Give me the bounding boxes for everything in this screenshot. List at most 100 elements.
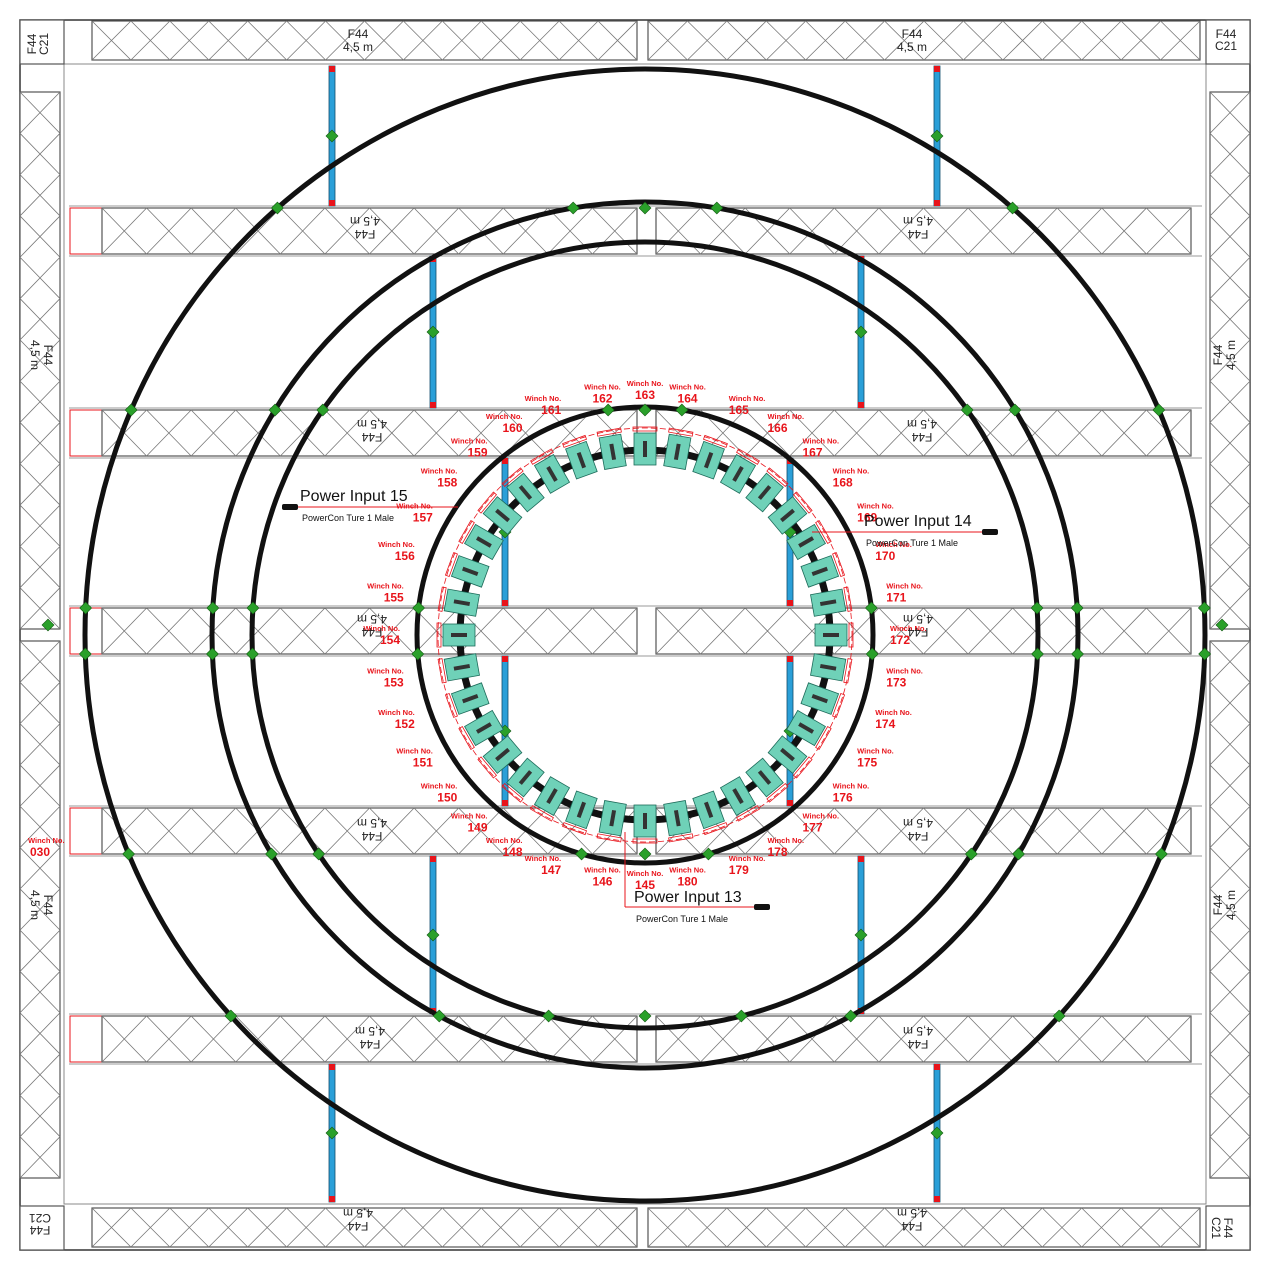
winch-label-prefix: Winch No. (627, 379, 664, 388)
truss-end-plate (69, 807, 103, 855)
winch-bracket (477, 491, 498, 514)
winch-bracket (632, 838, 658, 844)
winch-label-prefix: Winch No. (875, 708, 912, 717)
hanger-end (787, 800, 793, 806)
corner-label-truss: F44 (1221, 1218, 1235, 1239)
truss-clamp (864, 601, 878, 615)
winch-motor (643, 441, 647, 457)
hanger-end (430, 402, 436, 408)
truss-label-length: 4,5 m (897, 40, 927, 54)
winch-label-number: 177 (802, 821, 822, 835)
truss-lacing (655, 409, 1192, 457)
winch-motor (757, 770, 772, 785)
truss-lacing (647, 1207, 1201, 1248)
winch-label-prefix: Winch No. (421, 781, 458, 790)
truss-clamp (638, 201, 652, 215)
winch-label-number: 158 (437, 476, 457, 490)
winch-bracket (848, 622, 854, 648)
truss-lacing (91, 1207, 638, 1248)
corner-block (19, 1205, 65, 1251)
winch-label-number: 168 (833, 476, 853, 490)
hanger-end (502, 600, 508, 606)
winch-label-number: 166 (768, 421, 788, 435)
truss-right-bottom (1209, 640, 1251, 1179)
circular-trusses (82, 66, 1208, 1204)
hanger-end (934, 1196, 940, 1202)
winch-label-prefix: Winch No. (768, 836, 805, 845)
winch-bracket (736, 805, 760, 822)
winch-label-prefix: Winch No. (627, 869, 664, 878)
winch-label-prefix: Winch No. (857, 747, 894, 756)
truss-clamp (964, 847, 978, 861)
winch-unit (477, 735, 523, 779)
winch-bracket (530, 805, 554, 822)
corner-label-corner: C21 (37, 33, 51, 55)
winch-label-prefix: Winch No. (396, 747, 433, 756)
truss-bottom-right (647, 1207, 1201, 1248)
truss-clamp (224, 1009, 238, 1023)
winch-unit (786, 709, 832, 750)
truss-inner-right (655, 607, 1192, 655)
winch-bracket (832, 552, 846, 578)
winch-label-number: 173 (886, 676, 906, 690)
winch-label-number: 160 (502, 421, 522, 435)
winch-label-number: 169 (857, 511, 877, 525)
truss-label-length: 4,5 m (903, 214, 933, 228)
hanger-end (329, 200, 335, 206)
power-input-connector: PowerCon Ture 1 Male (636, 914, 728, 924)
truss-lacing (101, 207, 638, 255)
winch-bracket (436, 622, 442, 648)
truss-clamp (41, 618, 55, 632)
truss-lacing (19, 91, 61, 630)
hanger-end (329, 1064, 335, 1070)
truss-clamp (246, 647, 259, 661)
winch-unit (767, 735, 813, 779)
truss-top-left (91, 20, 638, 61)
winch-motor (798, 722, 815, 734)
hanger-end (787, 600, 793, 606)
winch-motor (518, 485, 533, 500)
winch-unit (663, 800, 694, 843)
winch-unit (810, 586, 853, 617)
winch-bracket (832, 692, 846, 718)
winch-bracket (562, 822, 588, 836)
winch-label-number: 180 (678, 874, 698, 888)
truss-label-type: F44 (907, 227, 928, 241)
winch-motor (780, 747, 795, 762)
winch-bracket (668, 427, 694, 437)
winch-motor (732, 465, 744, 482)
hanger-end (858, 402, 864, 408)
truss-right-top (1209, 91, 1251, 630)
hanger-end (934, 200, 940, 206)
winch-bracket (596, 427, 622, 437)
truss-label-type: F44 (907, 625, 928, 639)
winch-label-number: 157 (413, 511, 433, 525)
power-input-title: Power Input 15 (300, 488, 408, 505)
truss-inner-left (101, 207, 638, 255)
power-input-connector: PowerCon Ture 1 Male (866, 538, 958, 548)
winch-motor (475, 536, 492, 548)
power-input-connector: PowerCon Ture 1 Male (302, 513, 394, 523)
winch-motor (453, 599, 471, 607)
winch-label-number: 164 (678, 392, 698, 406)
clamps (41, 129, 1229, 1140)
truss-left-bottom (19, 640, 61, 1179)
truss-end-plate (69, 207, 103, 255)
truss-lacing (1209, 91, 1251, 630)
winch-bracket (477, 756, 498, 779)
winch-label-number: 148 (502, 845, 522, 859)
corner-block (19, 19, 65, 65)
winch-label-number: 162 (592, 392, 612, 406)
truss-label-type: F44 (354, 227, 375, 241)
winch-label-prefix: Winch No. (669, 383, 706, 392)
winch-label-number: 179 (729, 863, 749, 877)
winch-unit (562, 434, 598, 480)
truss-inner-left (101, 607, 638, 655)
winch-label-prefix: Winch No. (802, 436, 839, 445)
winch-unit (444, 552, 490, 588)
winch-unit (767, 491, 813, 535)
truss-clamp (426, 928, 440, 942)
